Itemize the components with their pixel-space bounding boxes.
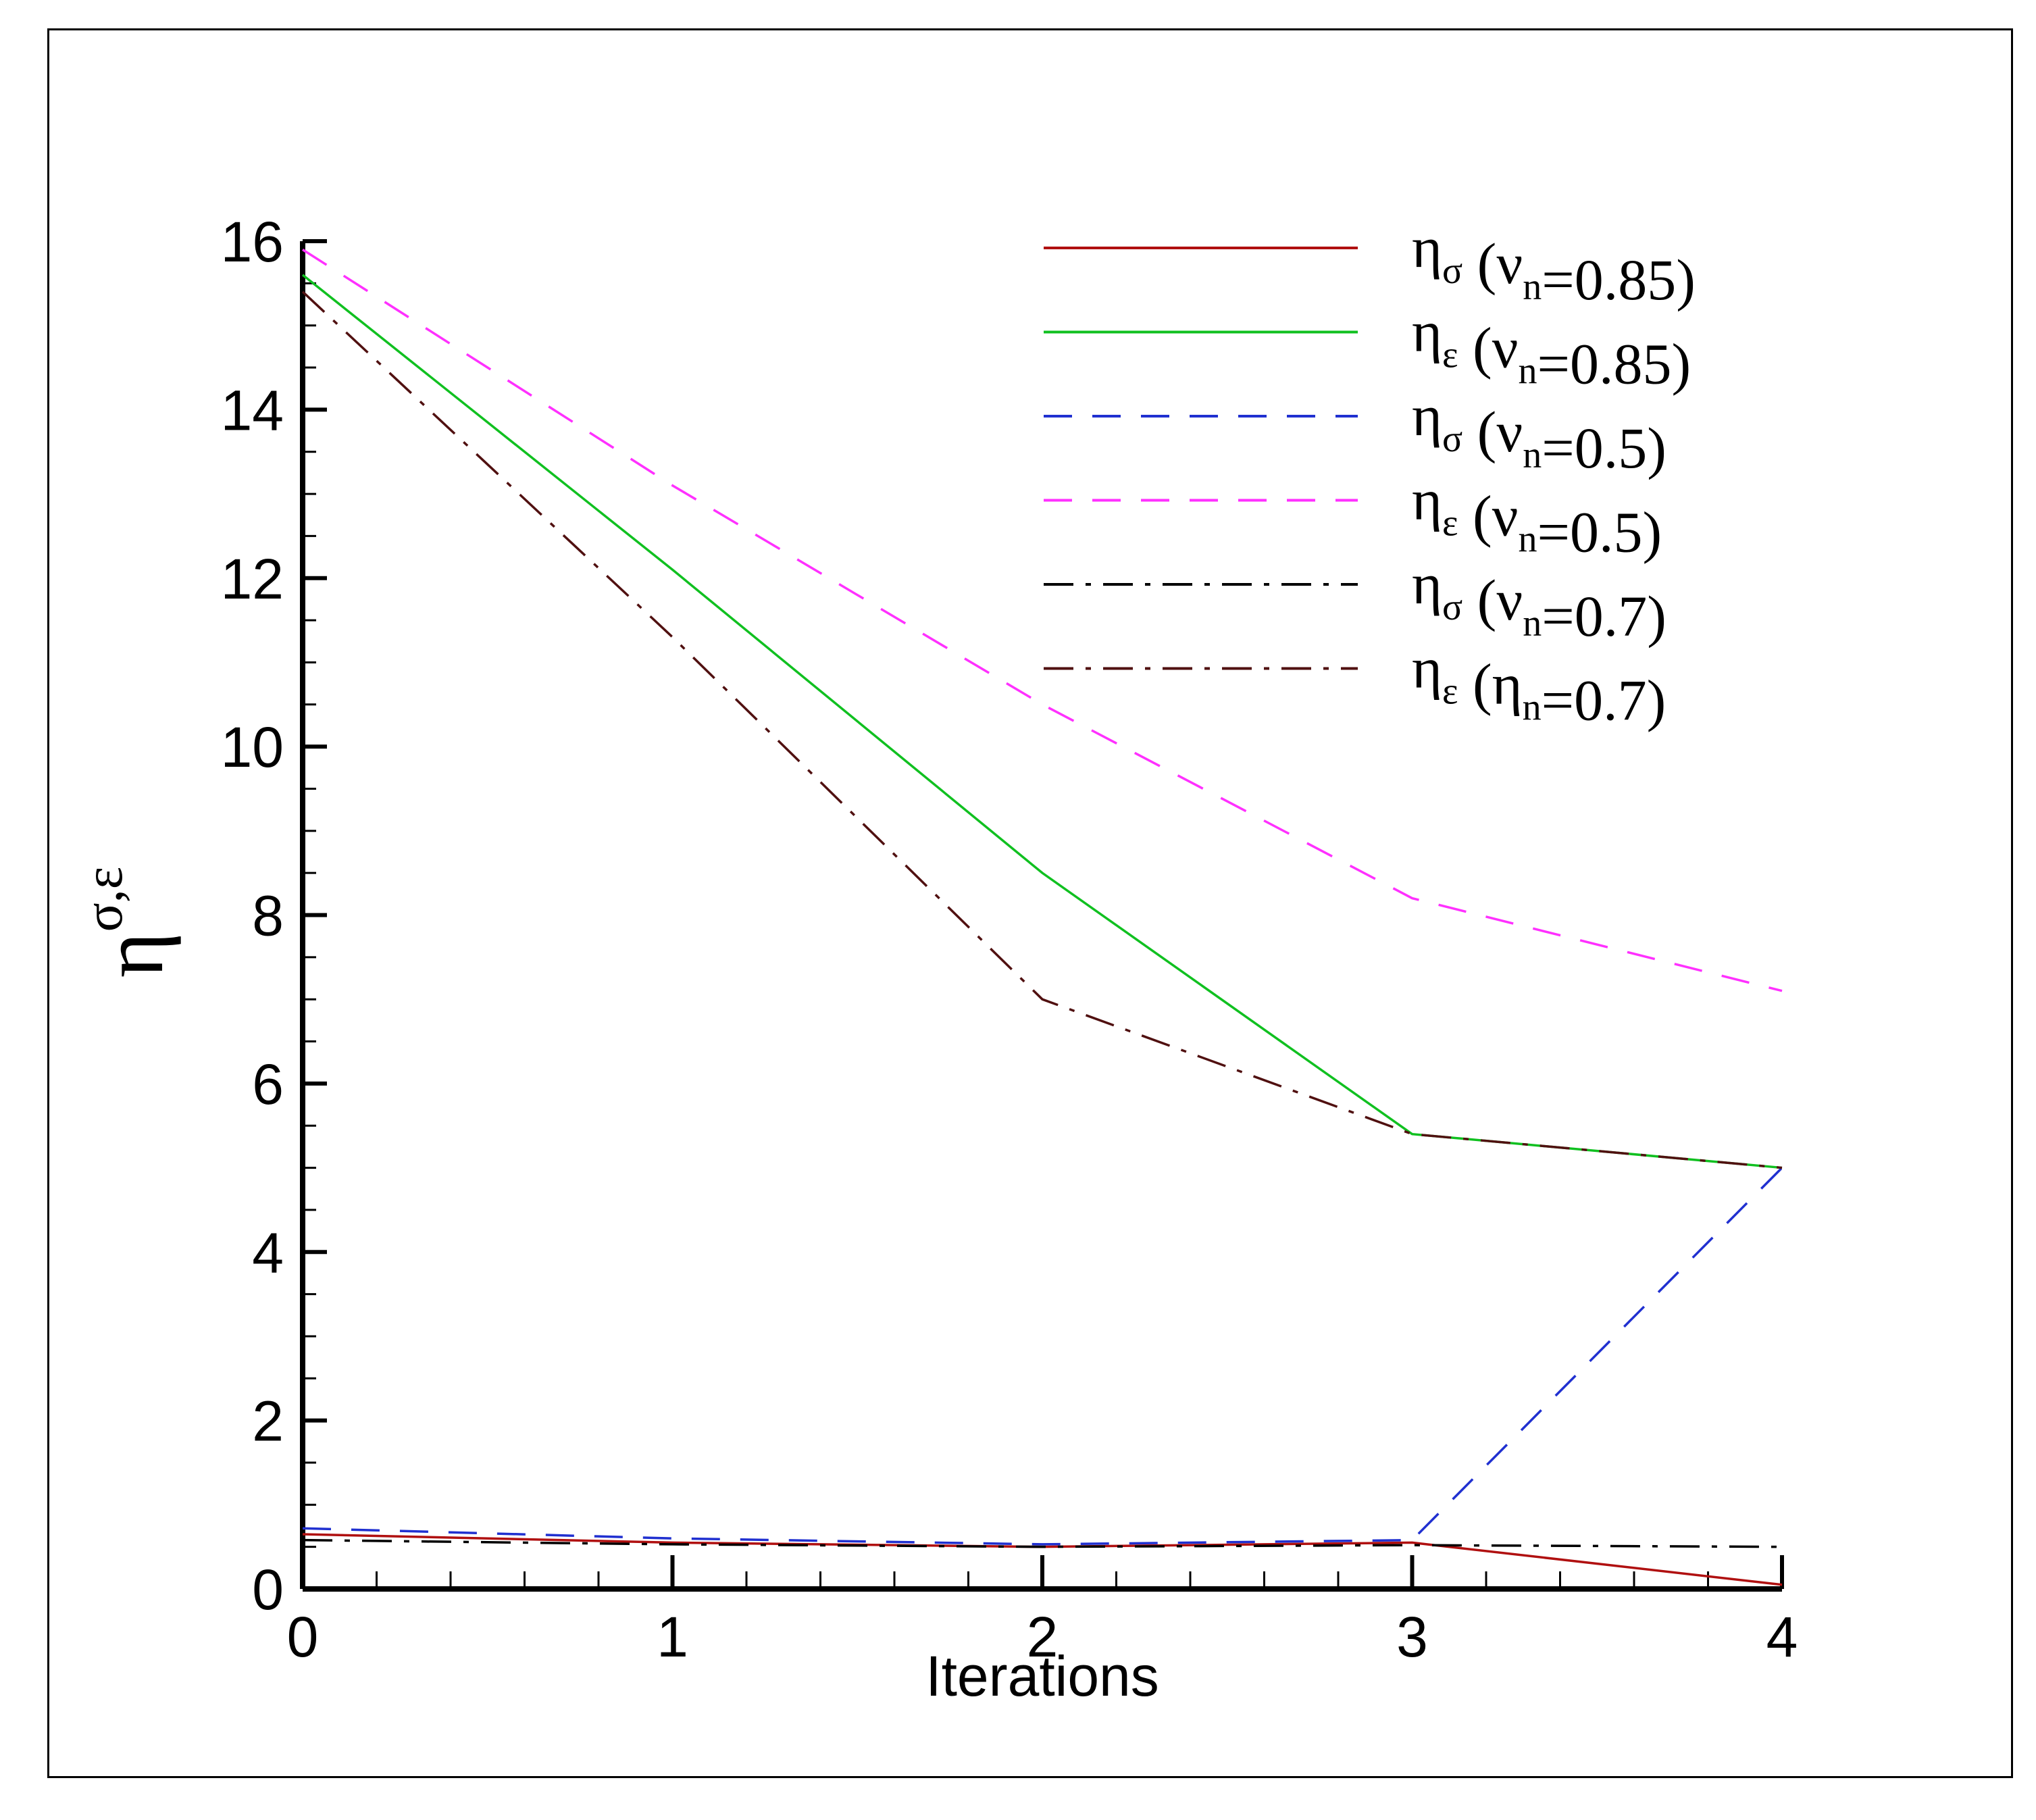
y-tick-label: 2 (252, 1390, 284, 1453)
series-layer (301, 248, 1783, 1586)
series-line-3 (302, 1167, 1783, 1546)
y-tick-label: 4 (252, 1221, 284, 1284)
y-tick-label: 0 (252, 1558, 284, 1621)
figure-frame (47, 28, 2013, 1778)
y-axis-label-group: ησ,ε (74, 867, 182, 978)
legend-entry-4: ηε (νn=0.5) (1412, 467, 1662, 565)
legend-entry-1: ησ (νn=0.85) (1412, 215, 1696, 312)
series-line-2 (301, 274, 1783, 1169)
legend-entry-5: ησ (νn=0.7) (1412, 551, 1666, 649)
y-tick-label: 6 (252, 1053, 284, 1116)
x-tick-label: 4 (1766, 1605, 1798, 1669)
series-line-6 (301, 290, 1783, 1169)
y-axis-label-text: ησ,ε (74, 867, 182, 978)
x-tick-label: 1 (657, 1605, 688, 1669)
y-tick-label: 10 (221, 715, 284, 779)
series-line-4 (302, 248, 1783, 992)
x-tick-label: 0 (287, 1605, 319, 1669)
x-tick-label: 2 (1027, 1605, 1059, 1669)
legend-entry-2: ηε (νn=0.85) (1412, 299, 1691, 397)
legend-entry-6: ηε (ηn=0.7) (1412, 636, 1666, 733)
x-tick-label: 3 (1396, 1605, 1428, 1669)
legend: ησ (νn=0.85)ηε (νn=0.85)ησ (νn=0.5)ηε (ν… (1044, 215, 1696, 733)
y-tick-label: 8 (252, 884, 284, 948)
y-axis-label: ησ,ε (74, 867, 182, 978)
y-tick-label: 12 (221, 547, 284, 611)
y-tick-label: 16 (221, 210, 284, 274)
x-axis-label: Iterations (925, 1644, 1159, 1708)
legend-entry-3: ησ (νn=0.5) (1412, 383, 1666, 480)
y-tick-label: 14 (221, 378, 284, 442)
series-line-5 (302, 1538, 1783, 1548)
